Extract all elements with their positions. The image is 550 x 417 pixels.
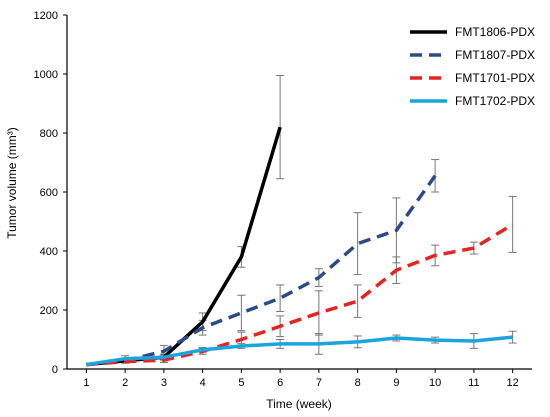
x-tick-label: 12 xyxy=(507,377,519,389)
x-tick-label: 8 xyxy=(355,377,361,389)
series-line-fmt1807-pdx xyxy=(86,174,437,367)
x-tick-label: 4 xyxy=(200,377,206,389)
x-axis-title: Time (week) xyxy=(266,397,332,411)
y-tick-label: 600 xyxy=(40,187,58,199)
x-tick-label: 6 xyxy=(277,377,283,389)
x-tick-label: 9 xyxy=(393,377,399,389)
y-tick-label: 1200 xyxy=(34,10,58,22)
legend-label: FMT1702-PDX xyxy=(455,94,535,108)
y-tick-label: 1000 xyxy=(34,69,58,81)
y-tick-label: 0 xyxy=(52,364,58,376)
series-line-fmt1806-pdx xyxy=(86,126,282,367)
y-tick-label: 400 xyxy=(40,246,58,258)
legend: FMT1806-PDX FMT1807-PDX FMT1701-PDX FMT1702… xyxy=(410,25,535,108)
legend-label: FMT1701-PDX xyxy=(455,71,535,85)
x-tick-label: 10 xyxy=(429,377,441,389)
series-fmt1702-pdx xyxy=(121,330,517,363)
plot-area xyxy=(86,74,517,367)
y-tick-label: 200 xyxy=(40,305,58,317)
series-line-fmt1702-pdx xyxy=(86,335,513,367)
x-tick-label: 3 xyxy=(161,377,167,389)
x-tick-label: 11 xyxy=(468,377,479,389)
y-tick-label: 800 xyxy=(40,128,58,140)
y-axis-title: Tumor volume (mm³) xyxy=(5,127,19,239)
legend-label: FMT1806-PDX xyxy=(455,25,535,39)
series-line-fmt1701-pdx xyxy=(86,222,514,367)
x-tick-label: 7 xyxy=(316,377,322,389)
x-tick-label: 5 xyxy=(238,377,244,389)
x-tick-label: 1 xyxy=(83,377,89,389)
x-tick-label: 2 xyxy=(122,377,128,389)
axes xyxy=(63,14,532,373)
legend-label: FMT1807-PDX xyxy=(455,48,535,62)
